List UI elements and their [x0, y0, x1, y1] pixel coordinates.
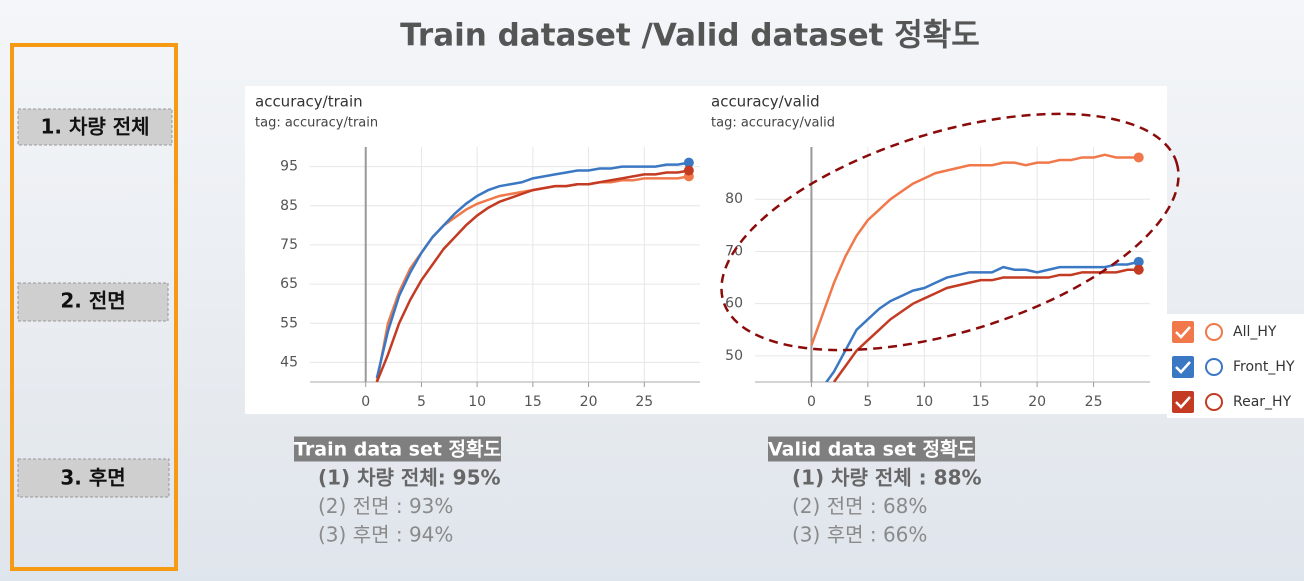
summaries: Train data set 정확도 (1) 차량 전체: 95% (2) 전면 :…: [294, 436, 982, 547]
summary-heading: Train data set 정확도: [294, 438, 501, 461]
x-tick-label: 0: [361, 394, 370, 410]
legend-marker: [1205, 358, 1223, 376]
end-point: [1133, 264, 1144, 275]
x-tick-label: 10: [915, 394, 933, 410]
x-tick-label: 5: [863, 394, 872, 410]
chart-title: accuracy/valid: [711, 93, 820, 111]
legend-check: [1175, 326, 1191, 339]
legend-label: Front_HY: [1233, 359, 1295, 375]
sidebar-box: [17, 458, 170, 498]
end-point: [1133, 152, 1144, 163]
x-tick-label: 5: [417, 394, 426, 410]
sidebar-box: [17, 108, 173, 146]
x-tick-label: 20: [580, 394, 598, 410]
legend-label: Rear_HY: [1233, 394, 1292, 410]
summary-item: (2) 전면 : 68%: [792, 494, 927, 518]
series-line: [375, 161, 690, 379]
end-point: [683, 157, 694, 168]
series-line: [375, 169, 690, 382]
y-tick-label: 95: [280, 159, 298, 175]
y-tick-label: 85: [280, 198, 298, 214]
legend-check: [1175, 361, 1191, 374]
highlight-ellipse: [720, 112, 1180, 352]
x-tick-label: 25: [635, 394, 653, 410]
y-tick-label: 75: [280, 237, 298, 253]
x-tick-label: 25: [1085, 394, 1103, 410]
legend-marker: [1205, 393, 1223, 411]
y-tick-label: 50: [725, 348, 743, 364]
series-line: [824, 260, 1139, 382]
legend-checkbox: [1172, 356, 1194, 378]
sidebar-frame: [10, 43, 178, 571]
summary-heading: Valid data set 정확도: [768, 438, 975, 461]
end-point: [1133, 256, 1144, 267]
heading-bg: [768, 436, 976, 462]
heading-bg: [294, 436, 501, 462]
y-tick-label: 80: [725, 191, 743, 207]
chart-card: [245, 86, 1167, 414]
summary-item: (1) 차량 전체: 95%: [318, 466, 501, 490]
y-tick-label: 65: [280, 276, 298, 292]
x-tick-label: 10: [468, 394, 486, 410]
y-tick-label: 60: [725, 296, 743, 312]
series-line: [832, 268, 1139, 382]
x-tick-label: 15: [524, 394, 542, 410]
legend-marker: [1205, 323, 1223, 341]
summary-item: (3) 후면 : 94%: [318, 523, 453, 547]
sidebar: 1. 차량 전체 2. 전면 3. 후면: [17, 108, 173, 498]
end-point: [683, 165, 694, 176]
y-tick-label: 55: [280, 315, 298, 331]
chart-subtitle: tag: accuracy/train: [255, 116, 378, 131]
legend-check: [1175, 396, 1191, 409]
legend-label: All_HY: [1233, 324, 1277, 340]
summary-item: (3) 후면 : 66%: [792, 523, 927, 547]
x-tick-label: 15: [972, 394, 990, 410]
sidebar-box: [17, 282, 169, 322]
y-tick-label: 45: [280, 354, 298, 370]
sidebar-label: 3. 후면: [60, 466, 125, 490]
chart-subtitle: tag: accuracy/valid: [711, 116, 835, 131]
legend-checkbox: [1172, 391, 1194, 413]
legend-checkbox: [1172, 321, 1194, 343]
series-line: [810, 153, 1139, 346]
sidebar-label: 2. 전면: [60, 289, 125, 313]
summary-item: (1) 차량 전체 : 88%: [792, 466, 982, 490]
x-tick-label: 0: [807, 394, 816, 410]
slide-title: Train dataset /Valid dataset 정확도: [400, 18, 980, 54]
summary-item: (2) 전면 : 93%: [318, 494, 453, 518]
sidebar-label: 1. 차량 전체: [40, 115, 149, 139]
x-tick-label: 20: [1028, 394, 1046, 410]
chart-title: accuracy/train: [255, 93, 363, 111]
